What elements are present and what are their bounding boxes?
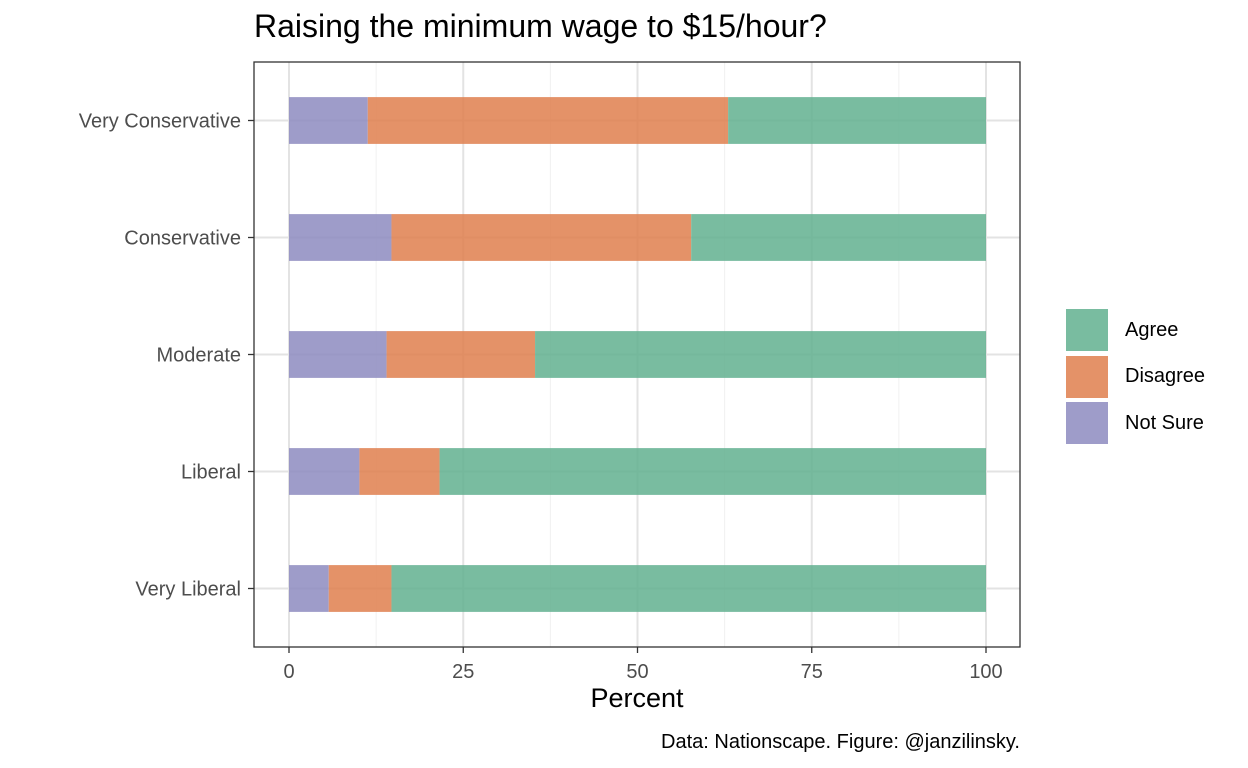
bar-not-sure: [289, 214, 392, 261]
bar-agree: [391, 565, 987, 612]
chart-title: Raising the minimum wage to $15/hour?: [254, 8, 827, 44]
legend-key-agree: [1066, 309, 1108, 352]
legend-key-not-sure: [1066, 402, 1108, 445]
bar-disagree: [359, 448, 440, 495]
bar-agree: [439, 448, 986, 495]
bar-agree: [535, 331, 986, 378]
bar-not-sure: [289, 97, 368, 144]
legend: Agree Disagree Not Sure: [1066, 307, 1205, 447]
bar-disagree: [328, 565, 392, 612]
legend-item-disagree: Disagree: [1066, 354, 1205, 401]
x-tick-label: 75: [801, 661, 823, 683]
y-tick-label: Liberal: [181, 462, 241, 484]
x-tick-label: 50: [626, 661, 648, 683]
x-tick-label: 25: [452, 661, 474, 683]
legend-label-disagree: Disagree: [1125, 365, 1206, 388]
y-tick-label: Very Liberal: [135, 579, 241, 601]
y-tick-label: Moderate: [157, 345, 242, 367]
bar-agree: [728, 97, 986, 144]
legend-label-agree: Agree: [1125, 318, 1179, 341]
chart-caption: Data: Nationscape. Figure: @janzilinsky.: [661, 731, 1020, 753]
bar-not-sure: [289, 565, 329, 612]
bar-disagree: [367, 97, 729, 144]
bar-not-sure: [289, 448, 360, 495]
legend-item-not-sure: Not Sure: [1066, 400, 1205, 447]
y-tick-label: Conservative: [124, 228, 241, 250]
x-tick-label: 0: [283, 661, 294, 683]
x-tick-label: 100: [969, 661, 1002, 683]
x-axis-title: Percent: [590, 683, 684, 713]
bar-disagree: [386, 331, 536, 378]
legend-key-disagree: [1066, 355, 1108, 398]
legend-item-agree: Agree: [1066, 307, 1205, 354]
bar-not-sure: [289, 331, 387, 378]
legend-label-not-sure: Not Sure: [1125, 411, 1204, 434]
bar-agree: [691, 214, 986, 261]
y-tick-label: Very Conservative: [79, 111, 241, 133]
bar-disagree: [391, 214, 692, 261]
